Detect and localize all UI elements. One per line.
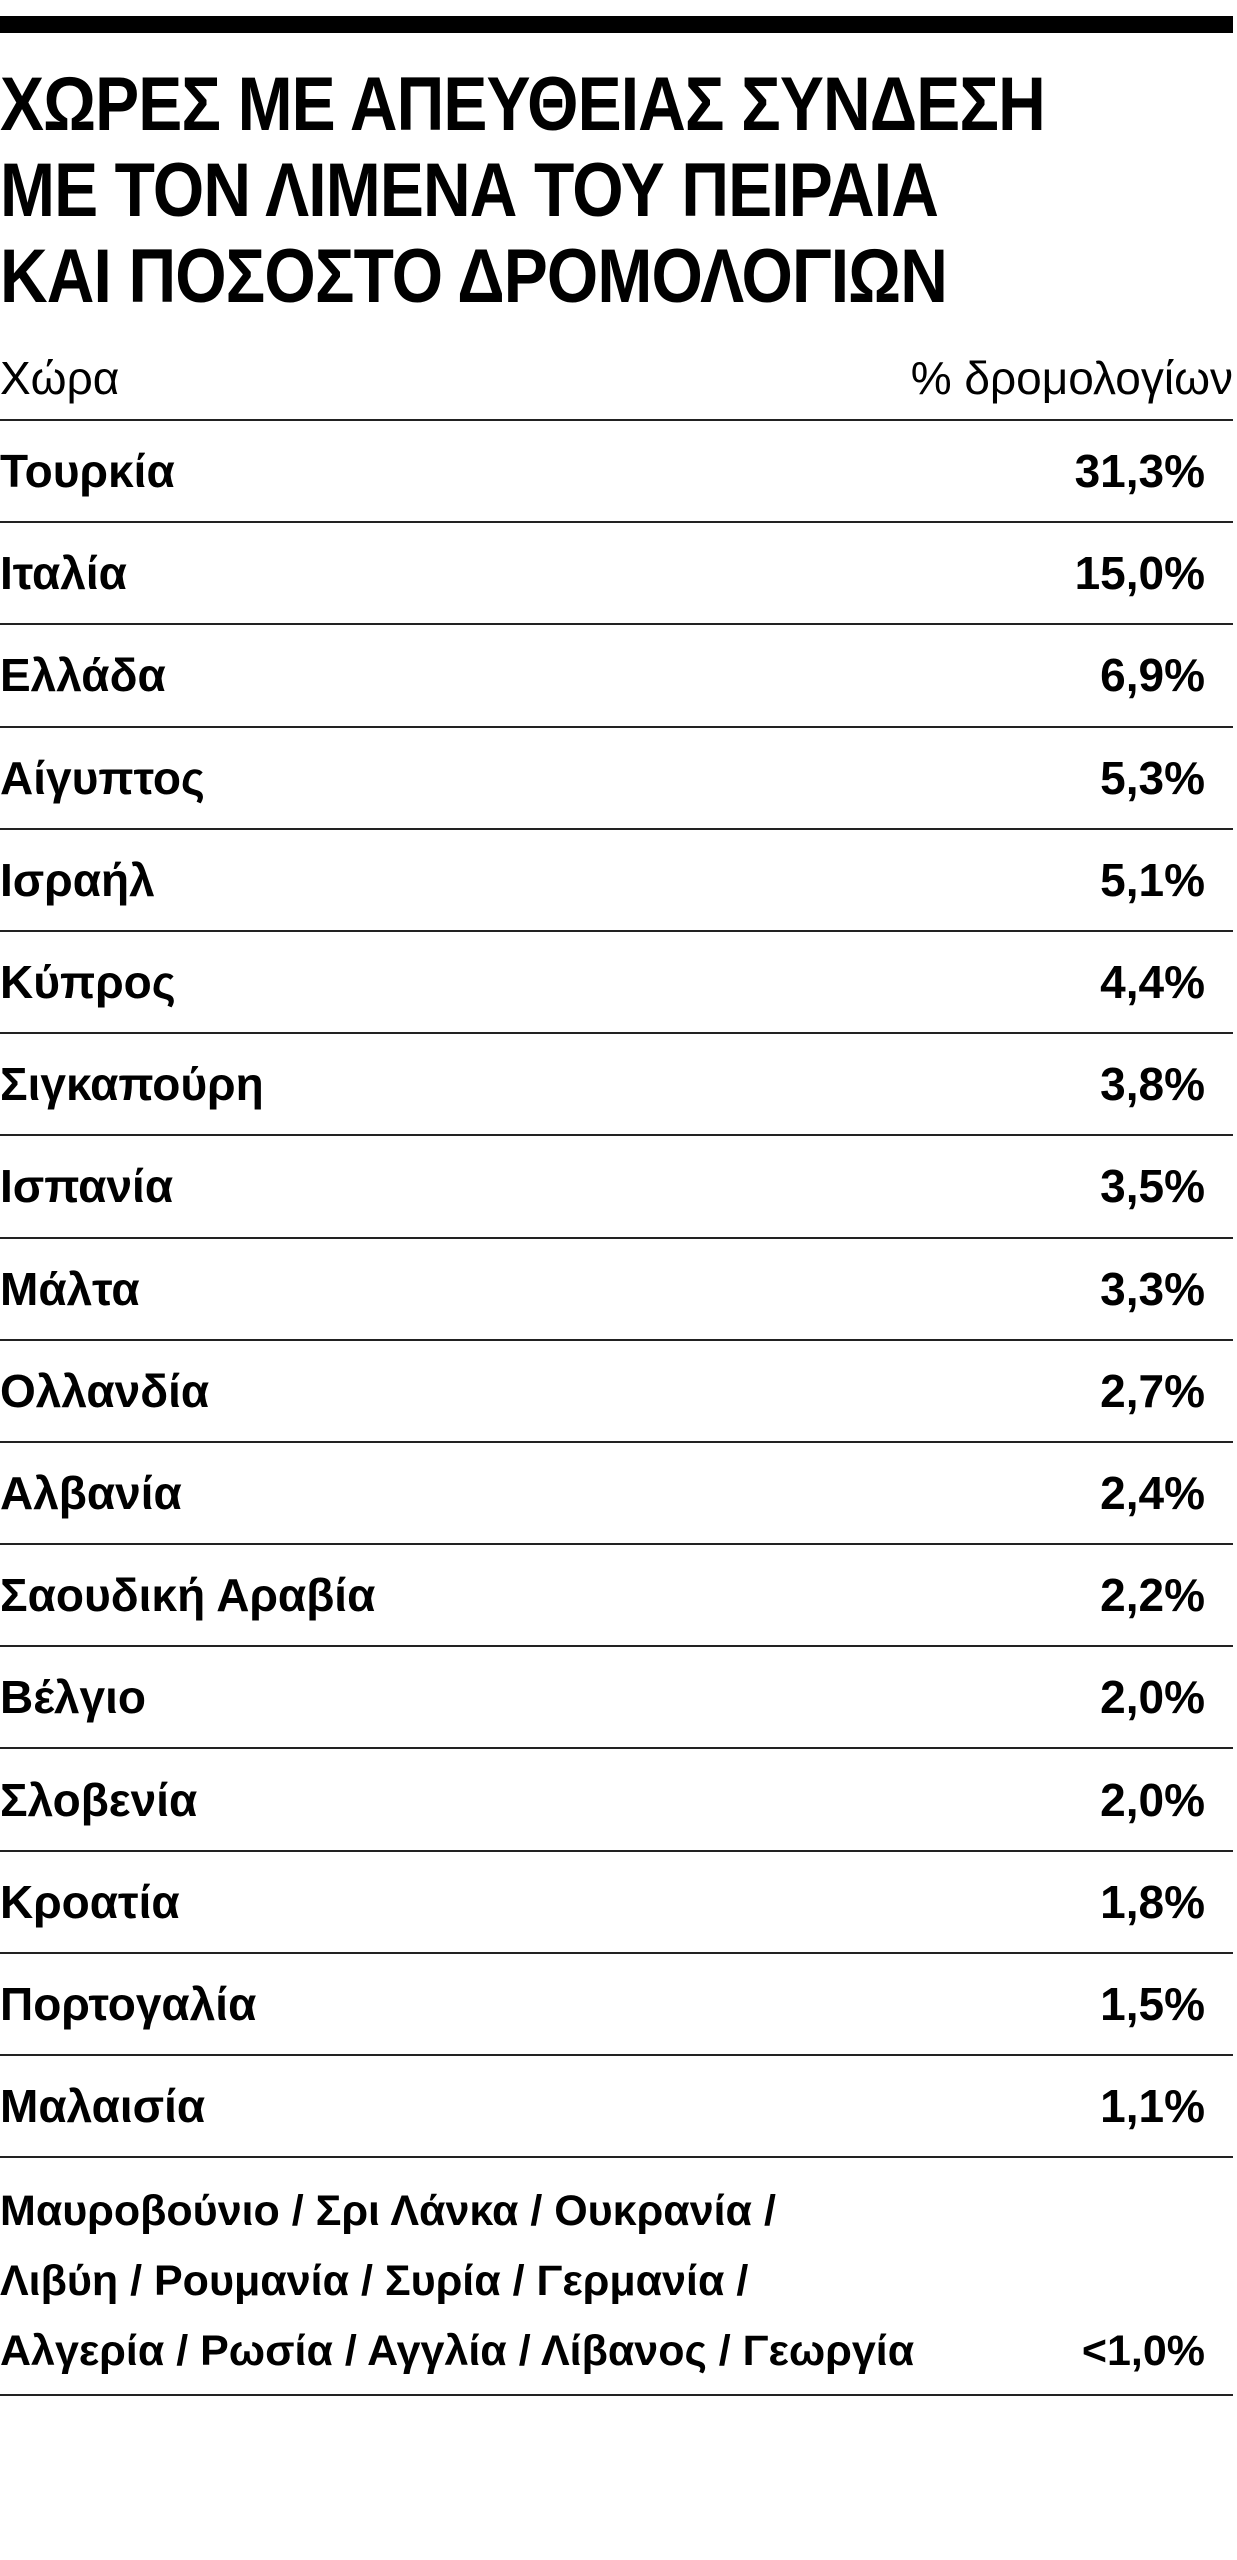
share-cell: 2,0% — [1100, 1773, 1205, 1826]
share-cell: 3,8% — [1100, 1058, 1205, 1111]
table-row: Ιταλία 15,0% — [0, 521, 1233, 623]
country-cell: Αίγυπτος — [0, 751, 205, 804]
share-cell: 2,0% — [1100, 1671, 1205, 1724]
share-cell: <1,0% — [1081, 2327, 1205, 2376]
table-row: Κύπρος 4,4% — [0, 929, 1233, 1032]
table-row: Τουρκία 31,3% — [0, 419, 1233, 521]
country-cell: Μαλαισία — [0, 2080, 206, 2133]
country-cell: Σιγκαπούρη — [0, 1058, 264, 1111]
country-cell: Τουρκία — [0, 445, 175, 498]
share-cell: 2,7% — [1100, 1364, 1205, 1417]
other-countries-line: Λιβύη / Ρουμανία / Συρία / Γερμανία / — [0, 2257, 749, 2306]
table-row: Σιγκαπούρη 3,8% — [0, 1032, 1233, 1134]
country-cell: Πορτογαλία — [0, 1977, 257, 2030]
table-row: Σαουδική Αραβία 2,2% — [0, 1543, 1233, 1645]
header-country: Χώρα — [0, 352, 120, 404]
country-cell: Κροατία — [0, 1875, 180, 1928]
table-row: Πορτογαλία 1,5% — [0, 1951, 1233, 2054]
country-cell: Σαουδική Αραβία — [0, 1569, 376, 1622]
table-row: Μάλτα 3,3% — [0, 1236, 1233, 1339]
title-line: ΜΕ ΤΟΝ ΛΙΜΕΝΑ ΤΟΥ ΠΕΙΡΑΙΑ — [0, 148, 939, 233]
country-cell: Ιταλία — [0, 547, 127, 600]
table-header: Χώρα % δρομολογίων — [0, 338, 1233, 418]
share-cell: 5,1% — [1100, 853, 1205, 906]
country-cell: Ελλάδα — [0, 649, 166, 702]
other-countries: Μαυροβούνιο / Σρι Λάνκα / Ουκρανία / Λιβύ… — [0, 2176, 914, 2386]
table-row-other: Μαυροβούνιο / Σρι Λάνκα / Ουκρανία / Λιβύ… — [0, 2156, 1233, 2397]
country-cell: Αλβανία — [0, 1466, 182, 1519]
header-share: % δρομολογίων — [910, 352, 1233, 404]
table-row: Βέλγιο 2,0% — [0, 1645, 1233, 1747]
country-cell: Μάλτα — [0, 1262, 140, 1315]
table-row: Κροατία 1,8% — [0, 1849, 1233, 1952]
table-body: Τουρκία 31,3% Ιταλία 15,0% Ελλάδα 6,9% Αίγυπτο… — [0, 419, 1233, 2397]
share-cell: 15,0% — [1074, 547, 1205, 600]
share-cell: 31,3% — [1074, 445, 1205, 498]
share-cell: 3,3% — [1100, 1262, 1205, 1315]
share-cell: 1,1% — [1100, 2080, 1205, 2133]
other-countries-line: Μαυροβούνιο / Σρι Λάνκα / Ουκρανία / — [0, 2187, 776, 2236]
table-row: Ισπανία 3,5% — [0, 1134, 1233, 1236]
table-row: Ελλάδα 6,9% — [0, 623, 1233, 725]
share-cell: 5,3% — [1100, 751, 1205, 804]
share-cell: 2,4% — [1100, 1466, 1205, 1519]
share-cell: 3,5% — [1100, 1160, 1205, 1213]
country-cell: Ισπανία — [0, 1160, 174, 1213]
table-row: Αλβανία 2,4% — [0, 1440, 1233, 1543]
table-row: Ισραήλ 5,1% — [0, 827, 1233, 930]
top-rule — [0, 16, 1233, 33]
table-row: Μαλαισία 1,1% — [0, 2054, 1233, 2156]
table-row: Αίγυπτος 5,3% — [0, 725, 1233, 828]
other-countries-line: Αλγερία / Ρωσία / Αγγλία / Λίβανος / Γεω… — [0, 2327, 915, 2376]
country-cell: Ολλανδία — [0, 1364, 210, 1417]
share-cell: 2,2% — [1100, 1569, 1205, 1622]
title-line: ΚΑΙ ΠΟΣΟΣΤΟ ΔΡΟΜΟΛΟΓΙΩΝ — [0, 234, 948, 319]
title-line: ΧΩΡΕΣ ΜΕ ΑΠΕΥΘΕΙΑΣ ΣΥΝΔΕΣΗ — [0, 62, 1046, 147]
table-row: Σλοβενία 2,0% — [0, 1747, 1233, 1849]
country-cell: Κύπρος — [0, 956, 176, 1009]
page-title: ΧΩΡΕΣ ΜΕ ΑΠΕΥΘΕΙΑΣ ΣΥΝΔΕΣΗ ΜΕ ΤΟΝ ΛΙΜΕΝΑ… — [0, 62, 1233, 320]
share-cell: 6,9% — [1100, 649, 1205, 702]
country-cell: Σλοβενία — [0, 1773, 198, 1826]
share-cell: 4,4% — [1100, 956, 1205, 1009]
country-cell: Ισραήλ — [0, 853, 155, 906]
share-cell: 1,5% — [1100, 1977, 1205, 2030]
share-cell: 1,8% — [1100, 1875, 1205, 1928]
country-cell: Βέλγιο — [0, 1671, 147, 1724]
table-row: Ολλανδία 2,7% — [0, 1338, 1233, 1441]
